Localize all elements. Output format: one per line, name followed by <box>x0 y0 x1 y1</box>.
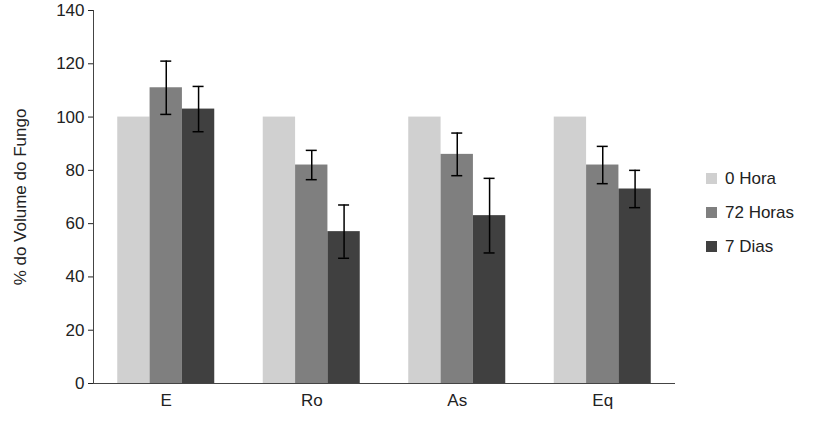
svg-text:E: E <box>161 391 172 410</box>
svg-text:140: 140 <box>56 1 84 20</box>
svg-text:120: 120 <box>56 54 84 73</box>
html-text:72 Horas: 72 Horas <box>725 202 794 222</box>
svg-text:% do Volume do Fungo: % do Volume do Fungo <box>11 109 30 286</box>
html-text:0 Hora: 0 Hora <box>725 168 776 188</box>
svg-text:100: 100 <box>56 108 84 127</box>
svg-text:80: 80 <box>66 161 85 180</box>
svg-text:60: 60 <box>66 214 85 233</box>
svg-text:40: 40 <box>66 267 85 286</box>
html-text:7 Dias: 7 Dias <box>725 236 774 256</box>
svg-text:Eq: Eq <box>592 391 613 410</box>
svg-text:Ro: Ro <box>301 391 323 410</box>
svg-text:0: 0 <box>75 374 84 393</box>
svg-text:As: As <box>447 391 467 410</box>
svg-text:20: 20 <box>66 321 85 340</box>
